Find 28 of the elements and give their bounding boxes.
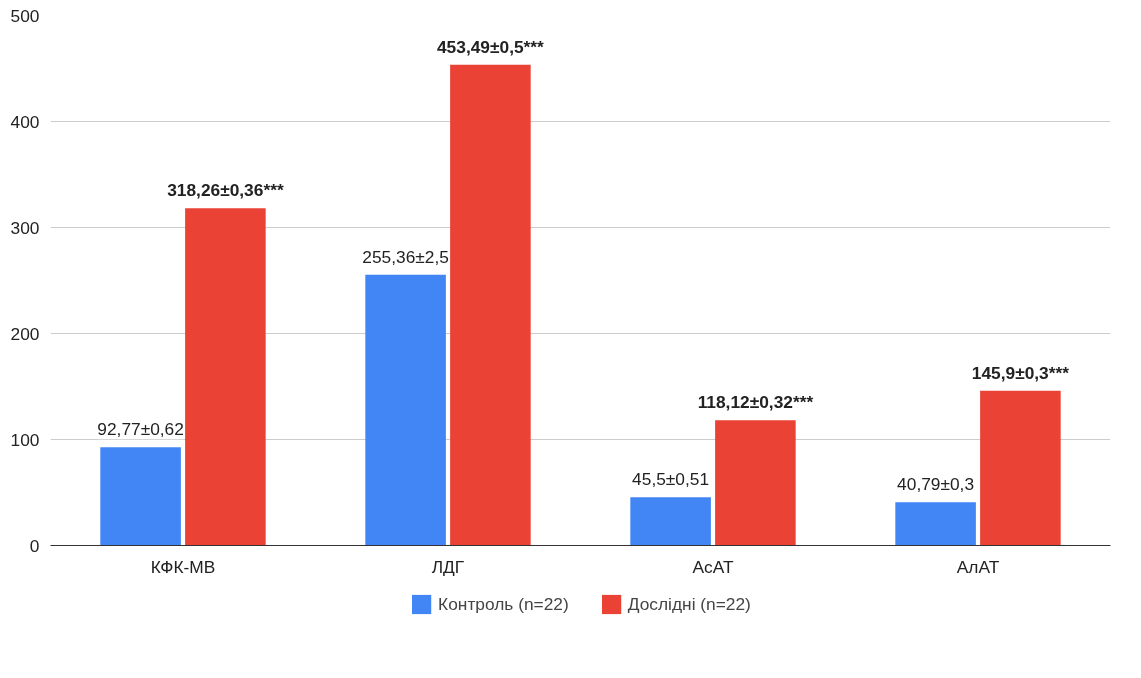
y-tick-label: 400 xyxy=(10,111,40,132)
data-label: 40,79±0,3 xyxy=(897,474,975,495)
data-label: 92,77±0,62 xyxy=(97,419,184,440)
y-tick-label: 0 xyxy=(29,535,40,556)
data-label: 145,9±0,3*** xyxy=(971,362,1070,383)
x-tick-label: АсАТ xyxy=(692,556,734,577)
data-label: 118,12±0,32*** xyxy=(697,392,814,413)
bar xyxy=(895,502,976,546)
bar xyxy=(365,274,446,546)
bar xyxy=(450,64,531,546)
data-label: 255,36±2,5 xyxy=(362,246,449,267)
legend-label: Контроль (n=22) xyxy=(438,593,569,615)
y-tick-label: 500 xyxy=(10,5,40,26)
y-tick-label: 300 xyxy=(10,217,40,238)
y-tick-label: 100 xyxy=(10,429,40,450)
y-tick-label: 200 xyxy=(10,323,40,344)
data-label: 45,5±0,51 xyxy=(632,469,710,490)
legend-label: Дослідні (n=22) xyxy=(627,593,751,615)
bar xyxy=(715,420,796,546)
bar xyxy=(980,390,1061,546)
bar xyxy=(185,208,266,546)
bar xyxy=(630,497,711,546)
data-label: 453,49±0,5*** xyxy=(436,36,545,57)
x-tick-label: АлАТ xyxy=(956,556,1000,577)
x-tick-label: КФК-МВ xyxy=(150,556,216,577)
bar xyxy=(100,447,181,546)
x-tick-label: ЛДГ xyxy=(431,556,465,577)
data-label: 318,26±0,36*** xyxy=(167,180,284,201)
